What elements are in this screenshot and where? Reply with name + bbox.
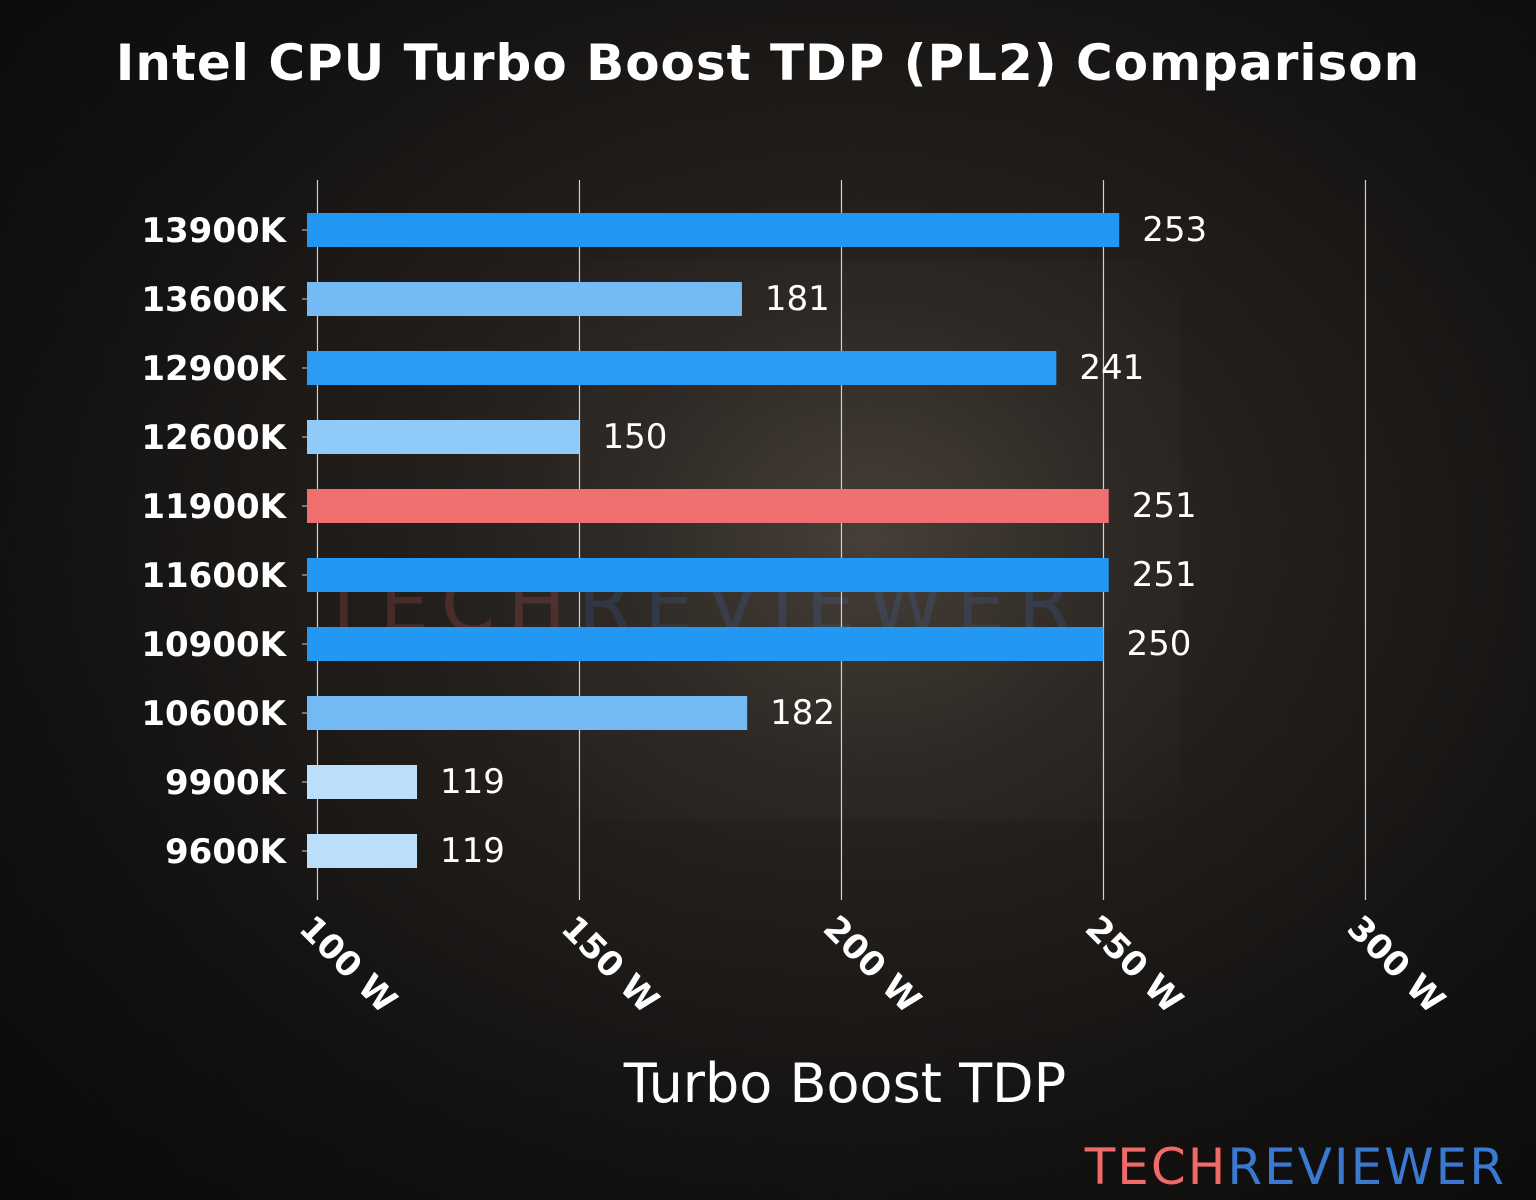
bar-11600K bbox=[307, 558, 1109, 592]
bar-13900K bbox=[307, 213, 1120, 247]
data-label: 251 bbox=[1132, 555, 1197, 595]
bar-10600K bbox=[307, 696, 748, 730]
y-tick-label: 10600K bbox=[141, 694, 287, 734]
x-tick-label: 200 W bbox=[815, 908, 928, 1021]
bar-10900K bbox=[307, 627, 1104, 661]
bar-9600K bbox=[307, 834, 418, 868]
y-tick-label: 12600K bbox=[141, 418, 287, 458]
data-label: 182 bbox=[770, 693, 835, 733]
data-label: 119 bbox=[440, 831, 505, 871]
data-label: 251 bbox=[1132, 486, 1197, 526]
x-tick-label: 250 W bbox=[1077, 908, 1190, 1021]
logo-part1: TECH bbox=[1084, 1138, 1228, 1196]
data-label: 241 bbox=[1079, 348, 1144, 388]
bar-12900K bbox=[307, 351, 1057, 385]
x-tick-label: 300 W bbox=[1339, 908, 1452, 1021]
x-tick-label: 150 W bbox=[553, 908, 666, 1021]
logo-part2: REVIEWER bbox=[1227, 1138, 1506, 1196]
data-label: 250 bbox=[1126, 624, 1191, 664]
chart-title: Intel CPU Turbo Boost TDP (PL2) Comparis… bbox=[115, 34, 1421, 92]
bar-12600K bbox=[307, 420, 580, 454]
x-axis-label: Turbo Boost TDP bbox=[623, 1052, 1067, 1115]
y-tick-label: 11600K bbox=[141, 556, 287, 596]
bar-11900K bbox=[307, 489, 1109, 523]
y-tick-label: 9600K bbox=[165, 832, 288, 872]
y-tick-label: 13600K bbox=[141, 280, 287, 320]
data-label: 181 bbox=[765, 279, 830, 319]
bar-9900K bbox=[307, 765, 418, 799]
data-label: 253 bbox=[1142, 210, 1207, 250]
y-tick-label: 9900K bbox=[165, 763, 288, 803]
bar-13600K bbox=[307, 282, 742, 316]
y-tick-label: 12900K bbox=[141, 349, 287, 389]
y-tick-label: 11900K bbox=[141, 487, 287, 527]
x-tick-label: 100 W bbox=[291, 908, 404, 1021]
y-tick-label: 10900K bbox=[141, 625, 287, 665]
techreviewer-logo: TECHREVIEWER bbox=[1085, 1138, 1506, 1196]
data-label: 150 bbox=[602, 417, 667, 457]
y-tick-label: 13900K bbox=[141, 211, 287, 251]
data-label: 119 bbox=[440, 762, 505, 802]
